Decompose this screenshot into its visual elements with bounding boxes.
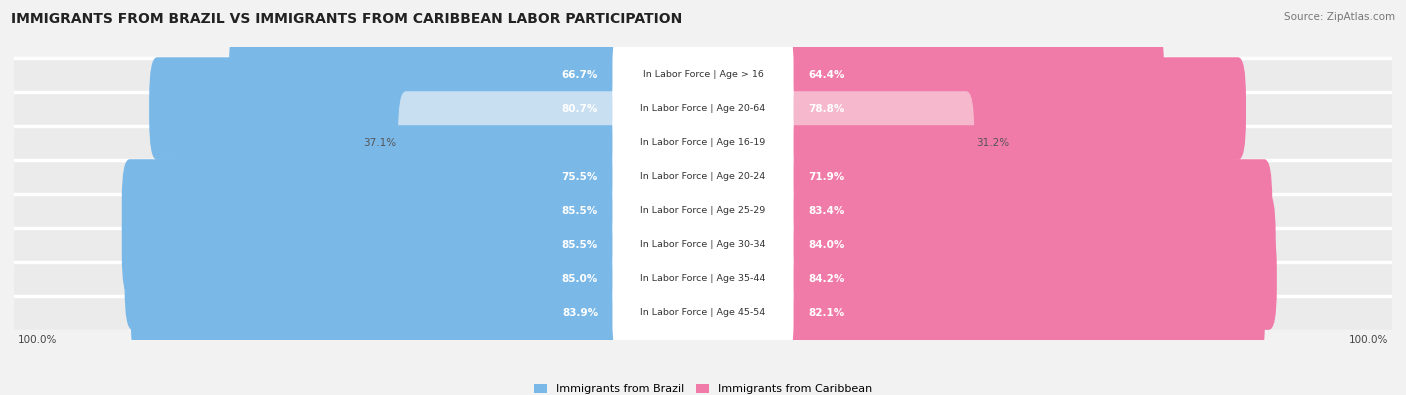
FancyBboxPatch shape xyxy=(780,57,1246,160)
Text: 85.5%: 85.5% xyxy=(562,205,598,216)
FancyBboxPatch shape xyxy=(780,227,1277,330)
Text: 84.2%: 84.2% xyxy=(808,273,845,284)
FancyBboxPatch shape xyxy=(14,261,1392,295)
Text: 80.7%: 80.7% xyxy=(561,103,598,114)
Text: 84.0%: 84.0% xyxy=(808,239,845,250)
FancyBboxPatch shape xyxy=(613,274,793,351)
FancyBboxPatch shape xyxy=(14,160,1392,194)
Text: 100.0%: 100.0% xyxy=(1350,335,1389,345)
Text: 82.1%: 82.1% xyxy=(808,308,844,318)
FancyBboxPatch shape xyxy=(131,261,626,364)
FancyBboxPatch shape xyxy=(14,295,1392,329)
Legend: Immigrants from Brazil, Immigrants from Caribbean: Immigrants from Brazil, Immigrants from … xyxy=(530,379,876,395)
FancyBboxPatch shape xyxy=(122,159,626,262)
FancyBboxPatch shape xyxy=(14,126,1392,160)
Text: In Labor Force | Age 35-44: In Labor Force | Age 35-44 xyxy=(640,274,766,283)
FancyBboxPatch shape xyxy=(613,240,793,317)
FancyBboxPatch shape xyxy=(14,194,1392,228)
Text: IMMIGRANTS FROM BRAZIL VS IMMIGRANTS FROM CARIBBEAN LABOR PARTICIPATION: IMMIGRANTS FROM BRAZIL VS IMMIGRANTS FRO… xyxy=(11,12,682,26)
Text: 83.4%: 83.4% xyxy=(808,205,845,216)
FancyBboxPatch shape xyxy=(149,57,626,160)
FancyBboxPatch shape xyxy=(229,23,626,126)
Text: In Labor Force | Age 20-24: In Labor Force | Age 20-24 xyxy=(640,172,766,181)
FancyBboxPatch shape xyxy=(613,206,793,283)
Text: In Labor Force | Age 45-54: In Labor Force | Age 45-54 xyxy=(640,308,766,317)
FancyBboxPatch shape xyxy=(780,261,1265,364)
Text: 83.9%: 83.9% xyxy=(562,308,598,318)
Text: In Labor Force | Age 20-64: In Labor Force | Age 20-64 xyxy=(640,104,766,113)
Text: 85.5%: 85.5% xyxy=(562,239,598,250)
FancyBboxPatch shape xyxy=(780,193,1275,296)
FancyBboxPatch shape xyxy=(125,227,626,330)
Text: 66.7%: 66.7% xyxy=(561,70,598,79)
FancyBboxPatch shape xyxy=(14,92,1392,126)
FancyBboxPatch shape xyxy=(179,125,626,228)
FancyBboxPatch shape xyxy=(613,104,793,181)
Text: In Labor Force | Age 30-34: In Labor Force | Age 30-34 xyxy=(640,240,766,249)
FancyBboxPatch shape xyxy=(122,193,626,296)
FancyBboxPatch shape xyxy=(780,159,1272,262)
FancyBboxPatch shape xyxy=(613,36,793,113)
Text: In Labor Force | Age 16-19: In Labor Force | Age 16-19 xyxy=(640,138,766,147)
Text: 64.4%: 64.4% xyxy=(808,70,845,79)
Text: 78.8%: 78.8% xyxy=(808,103,845,114)
Text: 100.0%: 100.0% xyxy=(17,335,56,345)
Text: 37.1%: 37.1% xyxy=(363,137,396,148)
FancyBboxPatch shape xyxy=(780,23,1164,126)
Text: 31.2%: 31.2% xyxy=(976,137,1010,148)
FancyBboxPatch shape xyxy=(780,91,974,194)
Text: 75.5%: 75.5% xyxy=(561,171,598,182)
Text: 85.0%: 85.0% xyxy=(562,273,598,284)
FancyBboxPatch shape xyxy=(14,58,1392,92)
Text: In Labor Force | Age 25-29: In Labor Force | Age 25-29 xyxy=(640,206,766,215)
FancyBboxPatch shape xyxy=(613,138,793,215)
FancyBboxPatch shape xyxy=(613,70,793,147)
Text: Source: ZipAtlas.com: Source: ZipAtlas.com xyxy=(1284,12,1395,22)
Text: In Labor Force | Age > 16: In Labor Force | Age > 16 xyxy=(643,70,763,79)
FancyBboxPatch shape xyxy=(613,172,793,249)
Text: 71.9%: 71.9% xyxy=(808,171,844,182)
FancyBboxPatch shape xyxy=(398,91,626,194)
FancyBboxPatch shape xyxy=(780,125,1206,228)
FancyBboxPatch shape xyxy=(14,228,1392,261)
